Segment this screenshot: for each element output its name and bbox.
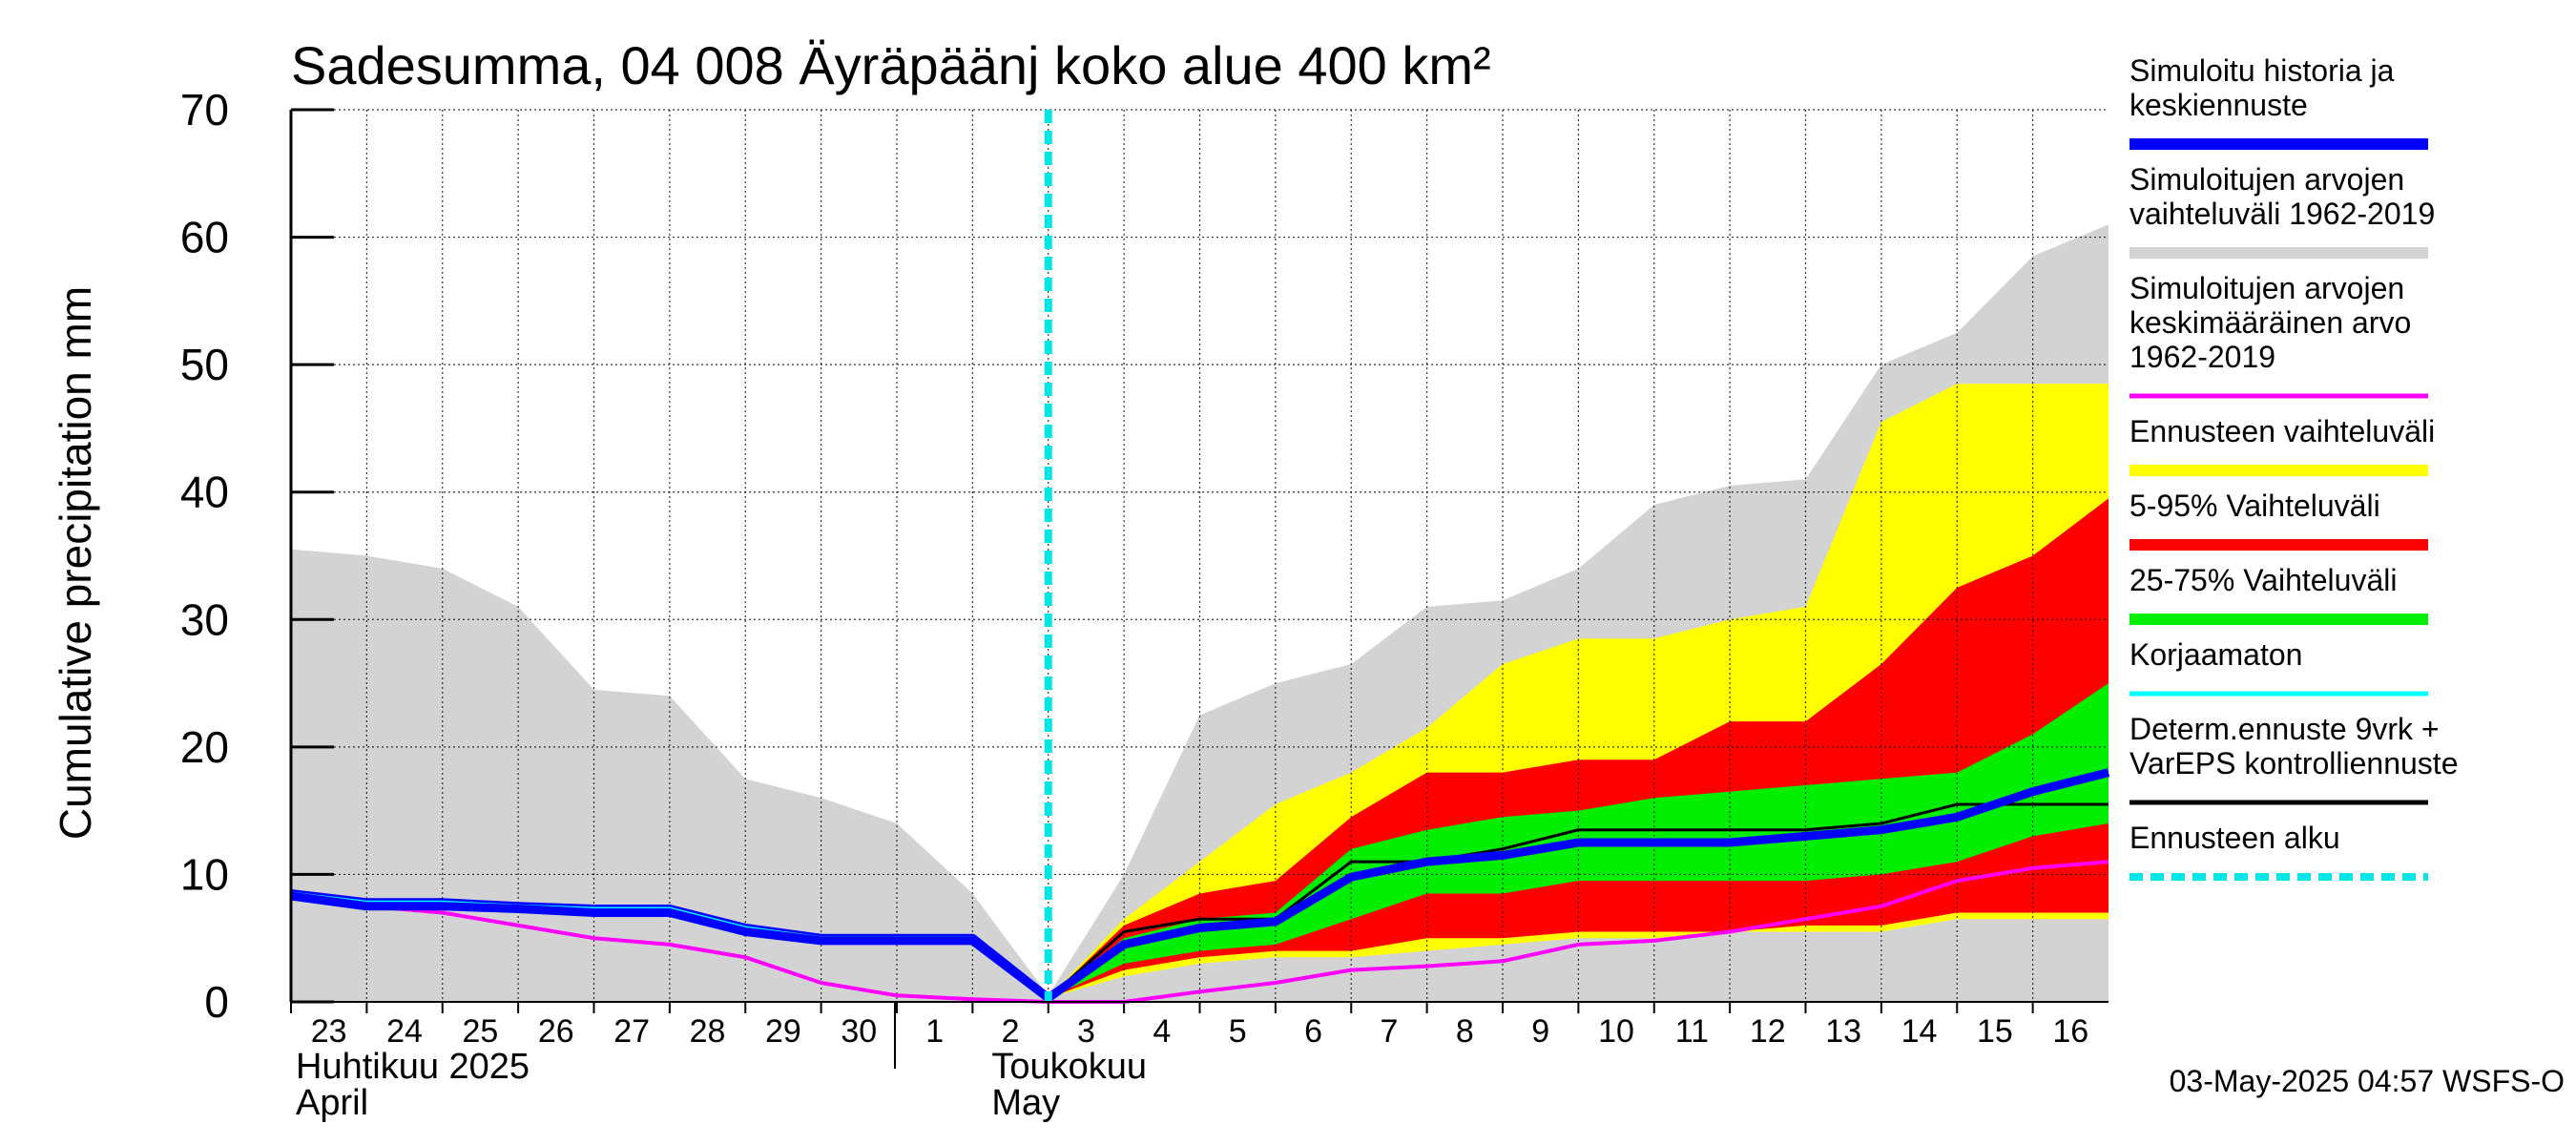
y-tick-label: 60	[180, 213, 229, 262]
x-tick-label: 12	[1750, 1013, 1786, 1050]
x-tick-label: 14	[1901, 1013, 1938, 1050]
y-tick-label: 10	[180, 849, 229, 899]
x-tick-label: 8	[1456, 1013, 1474, 1050]
legend-label: keskimääräinen arvo	[2129, 305, 2411, 340]
grid	[291, 109, 2109, 1002]
legend-label: Determ.ennuste 9vrk +	[2129, 712, 2440, 746]
x-tick-label: 5	[1229, 1013, 1247, 1050]
series-mean-forecast-line	[290, 768, 2110, 1003]
legend-label: 1962-2019	[2129, 340, 2275, 374]
legend-label: vaihteluväli 1962-2019	[2129, 197, 2435, 231]
legend-label: Korjaamaton	[2129, 637, 2302, 672]
x-tick-label: 23	[311, 1013, 347, 1050]
legend-label: 5-95% Vaihteluväli	[2129, 489, 2380, 523]
legend-item-8: Ennusteen alku	[2129, 821, 2428, 881]
y-tick-label: 70	[180, 85, 229, 135]
month-label-may-fi: Toukokuu	[991, 1047, 1147, 1087]
month-label-april-fi: Huhtikuu 2025	[296, 1047, 530, 1087]
x-tick-label: 15	[1977, 1013, 2013, 1050]
chart-title: Sadesumma, 04 008 Äyräpäänj koko alue 40…	[291, 35, 1491, 95]
legend-item-4: 5-95% Vaihteluväli	[2129, 489, 2428, 551]
y-tick-label: 50	[180, 340, 229, 389]
x-tick-label: 4	[1153, 1013, 1171, 1050]
x-tick-label: 13	[1825, 1013, 1861, 1050]
x-tick-label: 3	[1077, 1013, 1095, 1050]
month-label-april-en: April	[296, 1083, 368, 1123]
month-label-may-en: May	[991, 1083, 1060, 1123]
x-tick-label: 6	[1304, 1013, 1322, 1050]
x-tick-label: 24	[386, 1013, 423, 1050]
x-tick-label: 26	[538, 1013, 574, 1050]
x-tick-label: 29	[765, 1013, 801, 1050]
x-tick-label: 28	[690, 1013, 726, 1050]
legend-label: VarEPS kontrolliennuste	[2129, 746, 2458, 781]
x-tick-label: 1	[925, 1013, 944, 1050]
legend-label: Ennusteen vaihteluväli	[2129, 414, 2435, 448]
legend-item-5: 25-75% Vaihteluväli	[2129, 563, 2428, 625]
x-tick-label: 9	[1531, 1013, 1549, 1050]
x-tick-label: 25	[463, 1013, 499, 1050]
x-tick-label: 16	[2052, 1013, 2088, 1050]
legend-label: keskiennuste	[2129, 88, 2308, 122]
legend-item-3: Ennusteen vaihteluväli	[2129, 414, 2435, 476]
legend-item-6: Korjaamaton	[2129, 637, 2428, 697]
y-tick-label: 40	[180, 468, 229, 517]
legend-label: Ennusteen alku	[2129, 821, 2340, 855]
y-tick-label: 20	[180, 722, 229, 772]
y-tick-label: 30	[180, 594, 229, 644]
y-tick-label: 0	[204, 977, 229, 1027]
legend-label: Simuloitu historia ja	[2129, 53, 2395, 88]
x-tick-label: 27	[613, 1013, 650, 1050]
x-tick-label: 30	[841, 1013, 877, 1050]
y-axis-label: Cumulative precipitation mm	[51, 286, 100, 840]
series-control-line	[1047, 802, 2109, 1000]
legend-item-7: Determ.ennuste 9vrk +VarEPS kontrollienn…	[2129, 712, 2458, 805]
x-tick-label: 7	[1380, 1013, 1398, 1050]
legend-label: 25-75% Vaihteluväli	[2129, 563, 2397, 597]
x-tick-label: 11	[1675, 1013, 1709, 1050]
series-average-line	[290, 860, 2109, 1004]
timestamp-label: 03-May-2025 04:57 WSFS-O	[2170, 1064, 2565, 1098]
legend-label: Simuloitujen arvojen	[2129, 162, 2404, 197]
legend: Simuloitu historia jakeskiennusteSimuloi…	[2129, 53, 2458, 881]
legend-label: Simuloitujen arvojen	[2129, 271, 2404, 305]
x-tick-label: 2	[1002, 1013, 1020, 1050]
x-tick-label: 10	[1598, 1013, 1634, 1050]
